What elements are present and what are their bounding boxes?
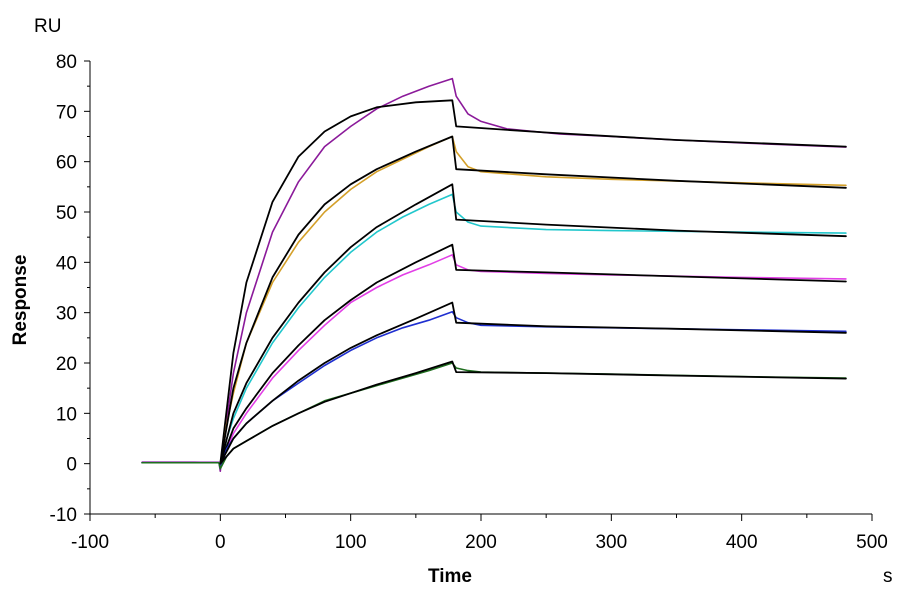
response-curve-4 bbox=[141, 193, 847, 470]
x-tick-label: 100 bbox=[335, 532, 367, 553]
plot-area bbox=[141, 77, 847, 472]
x-tick-label: 0 bbox=[215, 532, 226, 553]
fit-curve-7 bbox=[219, 243, 847, 465]
y-tick-label: 30 bbox=[56, 304, 77, 325]
fit-curve-9 bbox=[219, 301, 847, 465]
y-tick-label: -10 bbox=[50, 505, 77, 526]
fit-curve-11 bbox=[219, 360, 847, 465]
x-tick-label: 400 bbox=[726, 532, 758, 553]
y-tick-label: 0 bbox=[66, 455, 77, 476]
y-tick-label: 40 bbox=[56, 253, 77, 274]
fit-curve-5 bbox=[219, 183, 847, 465]
y-axis: -10 0 10 20 30 40 50 60 70 80 bbox=[50, 52, 91, 526]
x-unit-label: s bbox=[883, 566, 893, 587]
y-tick-label: 50 bbox=[56, 203, 77, 224]
y-tick-label: 60 bbox=[56, 153, 77, 174]
response-curve-6 bbox=[141, 254, 847, 470]
y-unit-label: RU bbox=[34, 16, 61, 37]
y-axis-title: Response bbox=[10, 255, 31, 346]
y-tick-label: 20 bbox=[56, 354, 77, 375]
response-curve-10 bbox=[141, 362, 847, 470]
x-axis-title: Time bbox=[428, 566, 472, 587]
x-tick-label: -100 bbox=[71, 532, 109, 553]
x-tick-label: 500 bbox=[856, 532, 888, 553]
y-tick-label: 10 bbox=[56, 404, 77, 425]
fit-curve-3 bbox=[219, 135, 847, 465]
response-curve-2 bbox=[141, 135, 847, 470]
x-tick-label: 200 bbox=[465, 532, 497, 553]
y-tick-label: 70 bbox=[56, 102, 77, 123]
x-axis: -100 0 100 200 300 400 500 bbox=[71, 513, 888, 553]
y-tick-label: 80 bbox=[56, 52, 77, 73]
fit-curve-1 bbox=[219, 99, 847, 465]
response-curve-8 bbox=[141, 310, 847, 470]
x-tick-label: 300 bbox=[595, 532, 627, 553]
